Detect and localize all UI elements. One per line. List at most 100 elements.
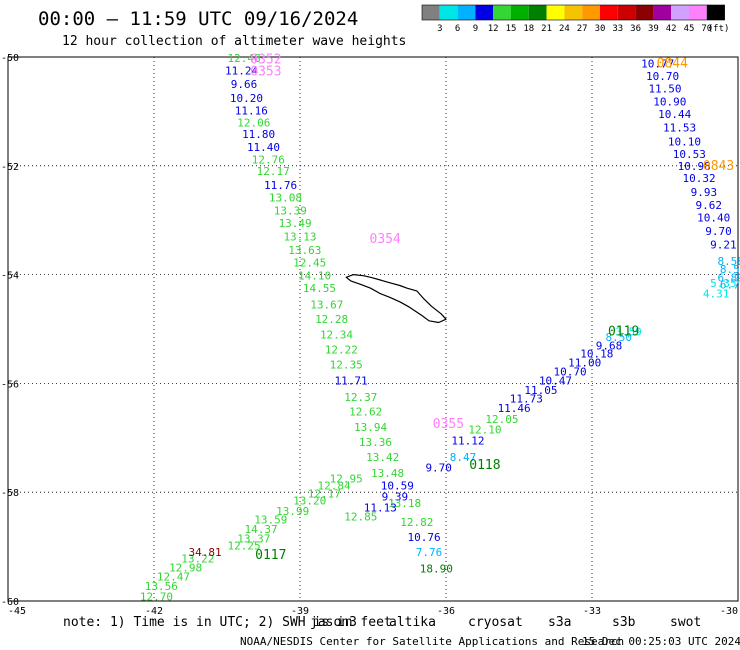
chart-title: 00:00 — 11:59 UTC 09/16/2024 <box>38 8 358 30</box>
scale-label: 9 <box>473 24 478 34</box>
swh-value: 11.71 <box>335 375 368 388</box>
swh-value: 11.50 <box>648 83 681 96</box>
scale-swatch <box>564 5 583 20</box>
scale-label: (ft) <box>708 24 730 34</box>
swh-value: 12.45 <box>293 257 326 270</box>
swh-value: 11.76 <box>264 179 297 192</box>
scale-swatch <box>689 5 707 20</box>
scale-label: 33 <box>612 24 623 34</box>
footer-note: note: 1) Time is in UTC; 2) SWH is in fe… <box>63 615 392 630</box>
swh-value: 13.63 <box>288 244 321 257</box>
pass-label: 0117 <box>255 548 286 563</box>
swh-value: 11.24 <box>225 65 258 78</box>
scale-label: 3 <box>437 24 442 34</box>
swh-value: 9.93 <box>691 186 718 199</box>
scale-swatch <box>653 5 672 20</box>
pass-label: 0844 <box>657 57 688 72</box>
scale-label: 15 <box>506 24 517 34</box>
swh-value: 9.39 <box>382 491 409 504</box>
swh-value: 11.05 <box>524 384 557 397</box>
swh-value: 9.70 <box>705 225 732 238</box>
swh-value: 12.28 <box>315 313 348 326</box>
scale-label: 27 <box>577 24 588 34</box>
swh-value: 10.47 <box>539 375 572 388</box>
swh-value: 10.40 <box>697 211 730 224</box>
source-legend: jason3 altika cryosat s3a s3b swot <box>310 615 701 630</box>
swh-value: 5.35 <box>710 277 737 290</box>
swh-value: 12.17 <box>257 165 290 178</box>
swh-value: 13.99 <box>276 505 309 518</box>
footer: note: 1) Time is in UTC; 2) SWH is in fe… <box>63 615 740 648</box>
pass-label: 0353 <box>250 65 281 80</box>
chart-subtitle: 12 hour collection of altimeter wave hei… <box>62 34 406 49</box>
swh-value: 11.46 <box>498 402 531 415</box>
swh-value: 13.37 <box>237 532 270 545</box>
swh-value: 10.70 <box>646 70 679 83</box>
source-label: jason3 <box>310 615 357 630</box>
swh-value: 6.89 <box>717 271 740 284</box>
swh-value: 8.58 <box>717 255 740 268</box>
swh-value: 9.68 <box>596 339 623 352</box>
swh-value: 10.70 <box>554 365 587 378</box>
swh-value: 13.49 <box>279 217 312 230</box>
swh-value: 12.82 <box>400 516 433 529</box>
swh-value: 12.37 <box>344 391 377 404</box>
swh-value: 12.48 <box>227 52 260 65</box>
swh-value: 13.42 <box>366 451 399 464</box>
swh-value: 13.39 <box>274 204 307 217</box>
swh-value: 9.21 <box>710 239 737 252</box>
swh-value: 12.84 <box>318 480 351 493</box>
swh-value: 11.00 <box>568 357 601 370</box>
swh-value: 10.18 <box>580 347 613 360</box>
source-label: altika <box>389 615 436 630</box>
swh-value: 13.08 <box>269 191 302 204</box>
scale-label: 36 <box>630 24 641 34</box>
scale-frame <box>421 4 725 21</box>
swh-value: 14.37 <box>245 523 278 536</box>
swh-value: 12.35 <box>330 358 363 371</box>
swh-value: 12.10 <box>468 424 501 437</box>
swh-value: 9.70 <box>425 462 452 475</box>
swh-value: 12.62 <box>349 406 382 419</box>
y-tick-label: -52 <box>1 162 19 173</box>
swh-value: 12.05 <box>485 413 518 426</box>
swh-value: 12.34 <box>320 328 353 341</box>
scale-label: 45 <box>684 24 695 34</box>
scale-swatch <box>671 5 689 20</box>
swh-value: 8.50 <box>720 263 740 276</box>
credit-text: NOAA/NESDIS Center for Satellite Applica… <box>240 635 624 648</box>
swh-value: 13.67 <box>310 299 343 312</box>
x-tick-label: -33 <box>583 606 601 617</box>
scale-swatch <box>617 5 636 20</box>
pass-label: 0843 <box>703 159 734 174</box>
scale-swatch <box>422 5 440 20</box>
pass-label: 0119 <box>608 325 639 340</box>
swh-value: 11.12 <box>451 435 484 448</box>
x-tick-label: -42 <box>145 606 163 617</box>
swh-value: 9.62 <box>696 199 723 212</box>
swh-value: 10.77 <box>641 58 674 71</box>
scale-label: 24 <box>559 24 570 34</box>
swh-value: 11.80 <box>242 128 275 141</box>
swh-value: 10.98 <box>678 160 711 173</box>
source-label: swot <box>670 615 701 630</box>
y-tick-label: -50 <box>1 53 19 64</box>
y-tick-label: -58 <box>1 488 19 499</box>
source-label: cryosat <box>468 615 523 630</box>
scale-label: 21 <box>541 24 552 34</box>
swh-value: 10.76 <box>408 531 441 544</box>
swh-value: 11.40 <box>247 141 280 154</box>
swh-value: 13.20 <box>293 494 326 507</box>
scale-swatch <box>511 5 529 20</box>
scale-label: 18 <box>523 24 534 34</box>
x-tick-label: -30 <box>720 606 738 617</box>
swh-value: 13.56 <box>145 580 178 593</box>
island-outline <box>345 274 447 324</box>
source-label: s3a <box>548 615 571 630</box>
swh-value: 6.72 <box>720 278 740 291</box>
swh-value: 13.94 <box>354 421 387 434</box>
swh-value: 11.13 <box>364 501 397 514</box>
swh-value: 12.22 <box>325 344 358 357</box>
swh-value: 12.76 <box>252 153 285 166</box>
